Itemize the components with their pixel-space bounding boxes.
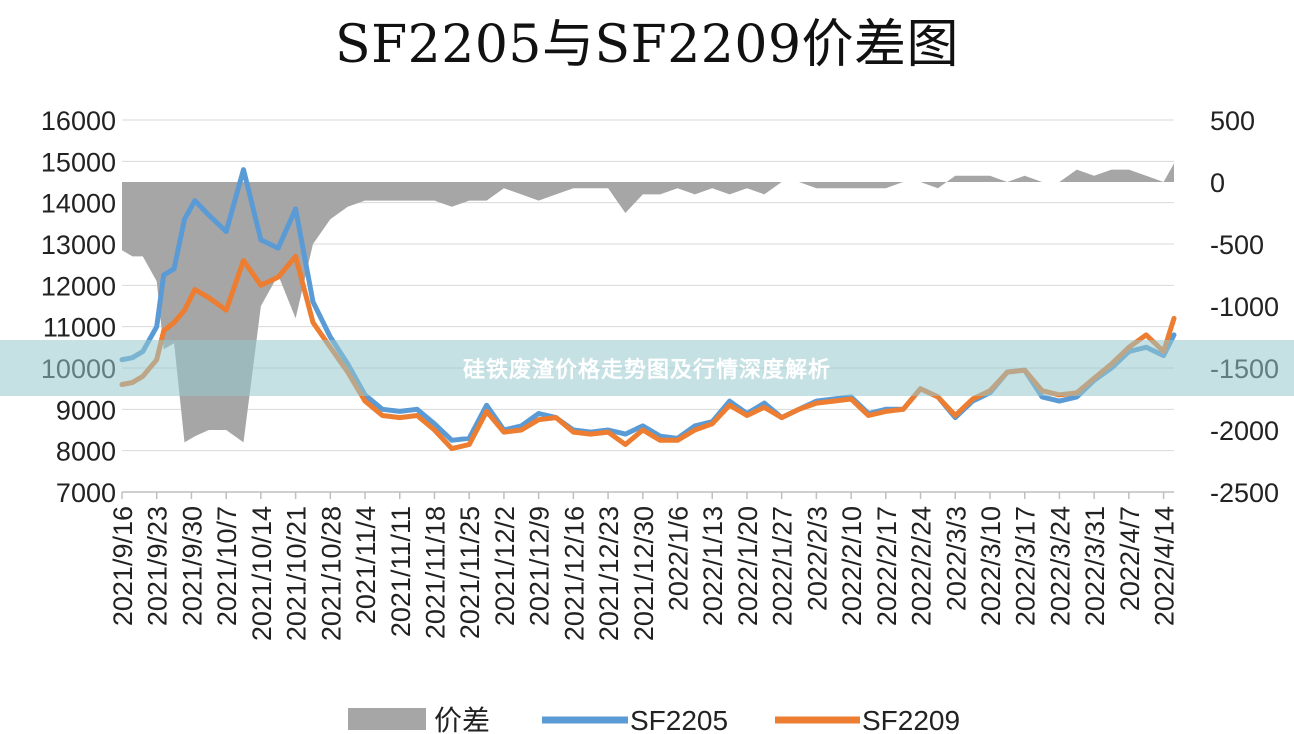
chart-title: SF2205与SF2209价差图 [334, 15, 960, 75]
x-tick-label: 2021/11/18 [420, 506, 450, 639]
x-tick-label: 2022/1/6 [664, 506, 694, 611]
x-tick-label: 2022/2/10 [837, 506, 867, 626]
left-tick-label: 9000 [56, 395, 116, 425]
overlay-text: 硅铁废渣价格走势图及行情深度解析 [462, 358, 831, 383]
x-tick-label: 2021/9/16 [108, 506, 138, 626]
x-tick-label: 2021/9/30 [177, 506, 207, 626]
x-tick-label: 2022/2/17 [872, 506, 902, 626]
right-tick-label: -500 [1210, 230, 1264, 260]
left-tick-label: 15000 [41, 147, 116, 177]
legend-label-sf2205: SF2205 [630, 705, 728, 734]
left-tick-label: 13000 [41, 230, 116, 260]
x-tick-label: 2021/10/14 [247, 506, 277, 641]
x-tick-label: 2022/1/27 [768, 506, 798, 626]
legend-swatch-spread [348, 708, 426, 730]
overlay-banner: 硅铁废渣价格走势图及行情深度解析 [0, 340, 1294, 396]
x-tick-label: 2022/4/14 [1150, 506, 1180, 626]
left-tick-label: 7000 [56, 478, 116, 508]
x-tick-label: 2021/10/7 [212, 506, 242, 626]
x-tick-label: 2022/1/20 [733, 506, 763, 626]
left-tick-label: 8000 [56, 437, 116, 467]
x-tick-label: 2022/3/24 [1045, 506, 1075, 626]
x-tick-label: 2021/10/28 [316, 506, 346, 641]
left-tick-label: 11000 [43, 313, 116, 343]
right-tick-label: 500 [1210, 106, 1255, 136]
x-tick-label: 2021/12/9 [525, 506, 555, 626]
x-tick-label: 2022/3/31 [1080, 506, 1110, 626]
x-tick-label: 2021/12/30 [629, 506, 659, 641]
legend-label-sf2209: SF2209 [862, 705, 960, 734]
spread-area [122, 163, 1174, 443]
right-tick-label: -2500 [1210, 478, 1279, 508]
left-tick-label: 12000 [41, 271, 116, 301]
x-tick-label: 2021/11/25 [455, 506, 485, 639]
left-tick-label: 14000 [41, 189, 116, 219]
x-tick-label: 2021/9/23 [143, 506, 173, 626]
left-tick-label: 16000 [41, 106, 116, 136]
x-tick-label: 2021/10/21 [282, 506, 312, 641]
x-tick-label: 2022/3/17 [1011, 506, 1041, 626]
legend-label-spread: 价差 [434, 705, 490, 734]
right-tick-label: -1000 [1210, 292, 1279, 322]
x-tick-label: 2022/3/10 [976, 506, 1006, 626]
x-tick-label: 2022/1/13 [698, 506, 728, 626]
x-tick-label: 2021/11/4 [351, 506, 381, 624]
x-tick-label: 2022/3/3 [941, 506, 971, 611]
x-tick-label: 2022/2/3 [802, 506, 832, 611]
x-tick-label: 2021/12/16 [559, 506, 589, 641]
x-tick-label: 2021/12/2 [490, 506, 520, 626]
x-tick-label: 2021/12/23 [594, 506, 624, 641]
x-tick-label: 2022/4/7 [1115, 506, 1145, 611]
x-tick-label: 2021/11/11 [386, 506, 416, 637]
x-tick-label: 2022/2/24 [907, 506, 937, 626]
right-tick-label: 0 [1210, 168, 1225, 198]
right-tick-label: -2000 [1210, 416, 1279, 446]
